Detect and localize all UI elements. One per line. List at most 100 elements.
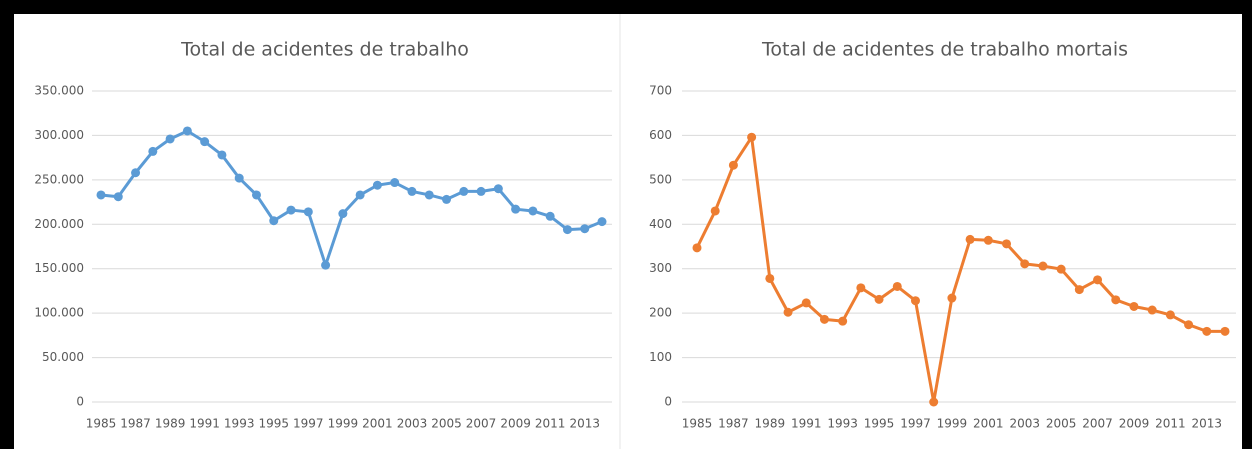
y-tick-label: 300 xyxy=(649,261,672,275)
data-point xyxy=(874,294,884,304)
data-point xyxy=(747,132,757,142)
data-point xyxy=(269,216,279,226)
data-point xyxy=(1074,285,1084,295)
x-tick-label: 2005 xyxy=(1046,417,1077,431)
x-tick-label: 1989 xyxy=(755,417,786,431)
data-point xyxy=(1002,239,1012,249)
data-point xyxy=(1165,310,1175,320)
x-tick-label: 1999 xyxy=(328,417,359,431)
data-point xyxy=(910,296,920,306)
x-tick-label: 2007 xyxy=(1082,417,1113,431)
data-point xyxy=(929,397,939,407)
data-point xyxy=(856,283,866,293)
x-tick-label: 1985 xyxy=(86,417,117,431)
data-point xyxy=(892,281,902,291)
data-point xyxy=(96,190,106,200)
x-tick-label: 2013 xyxy=(569,417,600,431)
data-point xyxy=(783,307,793,317)
data-point xyxy=(511,204,521,214)
data-point xyxy=(1093,275,1103,285)
y-tick-label: 250.000 xyxy=(34,172,84,186)
data-point xyxy=(965,234,975,244)
x-tick-label: 1987 xyxy=(120,417,151,431)
y-tick-label: 200 xyxy=(649,306,672,320)
y-tick-label: 350.000 xyxy=(34,84,84,98)
data-point xyxy=(182,126,192,136)
x-tick-label: 2003 xyxy=(1009,417,1040,431)
x-tick-label: 1995 xyxy=(258,417,289,431)
data-point xyxy=(819,314,829,324)
x-tick-label: 1997 xyxy=(293,417,324,431)
data-point xyxy=(321,260,331,270)
data-point xyxy=(983,235,993,245)
data-point xyxy=(1129,301,1139,311)
x-tick-label: 2011 xyxy=(1155,417,1186,431)
data-point xyxy=(947,293,957,303)
x-tick-label: 1989 xyxy=(155,417,186,431)
data-point xyxy=(710,206,720,216)
data-point xyxy=(148,146,158,156)
x-tick-label: 1991 xyxy=(189,417,220,431)
data-point xyxy=(1056,264,1066,274)
data-point xyxy=(1147,305,1157,315)
x-tick-label: 1987 xyxy=(718,417,749,431)
data-point xyxy=(407,186,417,196)
data-point xyxy=(1111,295,1121,305)
x-tick-label: 2001 xyxy=(973,417,1004,431)
data-point xyxy=(562,225,572,235)
data-point xyxy=(476,186,486,196)
data-point xyxy=(1202,326,1212,336)
data-point xyxy=(597,217,607,227)
y-tick-label: 100.000 xyxy=(34,306,84,320)
data-point xyxy=(1220,326,1230,336)
data-point xyxy=(459,186,469,196)
x-tick-label: 1993 xyxy=(224,417,255,431)
data-point xyxy=(493,184,503,194)
x-tick-label: 2009 xyxy=(500,417,531,431)
y-tick-label: 50.000 xyxy=(42,350,84,364)
data-point xyxy=(728,160,738,170)
y-tick-label: 700 xyxy=(649,84,672,98)
data-point xyxy=(692,243,702,253)
x-tick-label: 2005 xyxy=(431,417,462,431)
x-tick-label: 2007 xyxy=(466,417,497,431)
y-tick-label: 400 xyxy=(649,217,672,231)
data-point xyxy=(1020,259,1030,269)
data-point xyxy=(251,190,261,200)
data-point xyxy=(303,207,313,217)
data-point xyxy=(234,173,244,183)
y-tick-label: 200.000 xyxy=(34,217,84,231)
x-tick-label: 2001 xyxy=(362,417,393,431)
chart-title: Total de acidentes de trabalho mortais xyxy=(761,39,1128,61)
x-tick-label: 1999 xyxy=(937,417,968,431)
y-tick-label: 0 xyxy=(76,395,84,409)
data-point xyxy=(1038,261,1048,271)
data-point xyxy=(200,137,210,147)
data-point xyxy=(338,209,348,219)
data-point xyxy=(286,205,296,215)
y-tick-label: 500 xyxy=(649,172,672,186)
data-point xyxy=(838,316,848,326)
y-tick-label: 100 xyxy=(649,350,672,364)
data-point xyxy=(424,190,434,200)
x-tick-label: 1993 xyxy=(827,417,858,431)
x-tick-label: 1997 xyxy=(900,417,931,431)
data-point xyxy=(113,192,123,202)
data-point xyxy=(801,298,811,308)
x-tick-label: 2009 xyxy=(1119,417,1150,431)
data-point xyxy=(765,273,775,283)
canvas xyxy=(14,14,1242,449)
y-tick-label: 300.000 xyxy=(34,128,84,142)
x-tick-label: 1991 xyxy=(791,417,822,431)
data-point xyxy=(528,206,538,216)
x-tick-label: 2013 xyxy=(1192,417,1223,431)
data-point xyxy=(131,168,141,178)
data-point xyxy=(545,211,555,221)
y-tick-label: 600 xyxy=(649,128,672,142)
x-tick-label: 2011 xyxy=(535,417,566,431)
x-tick-label: 2003 xyxy=(397,417,428,431)
chart-title: Total de acidentes de trabalho xyxy=(180,39,469,61)
y-tick-label: 150.000 xyxy=(34,261,84,275)
data-point xyxy=(390,178,400,188)
